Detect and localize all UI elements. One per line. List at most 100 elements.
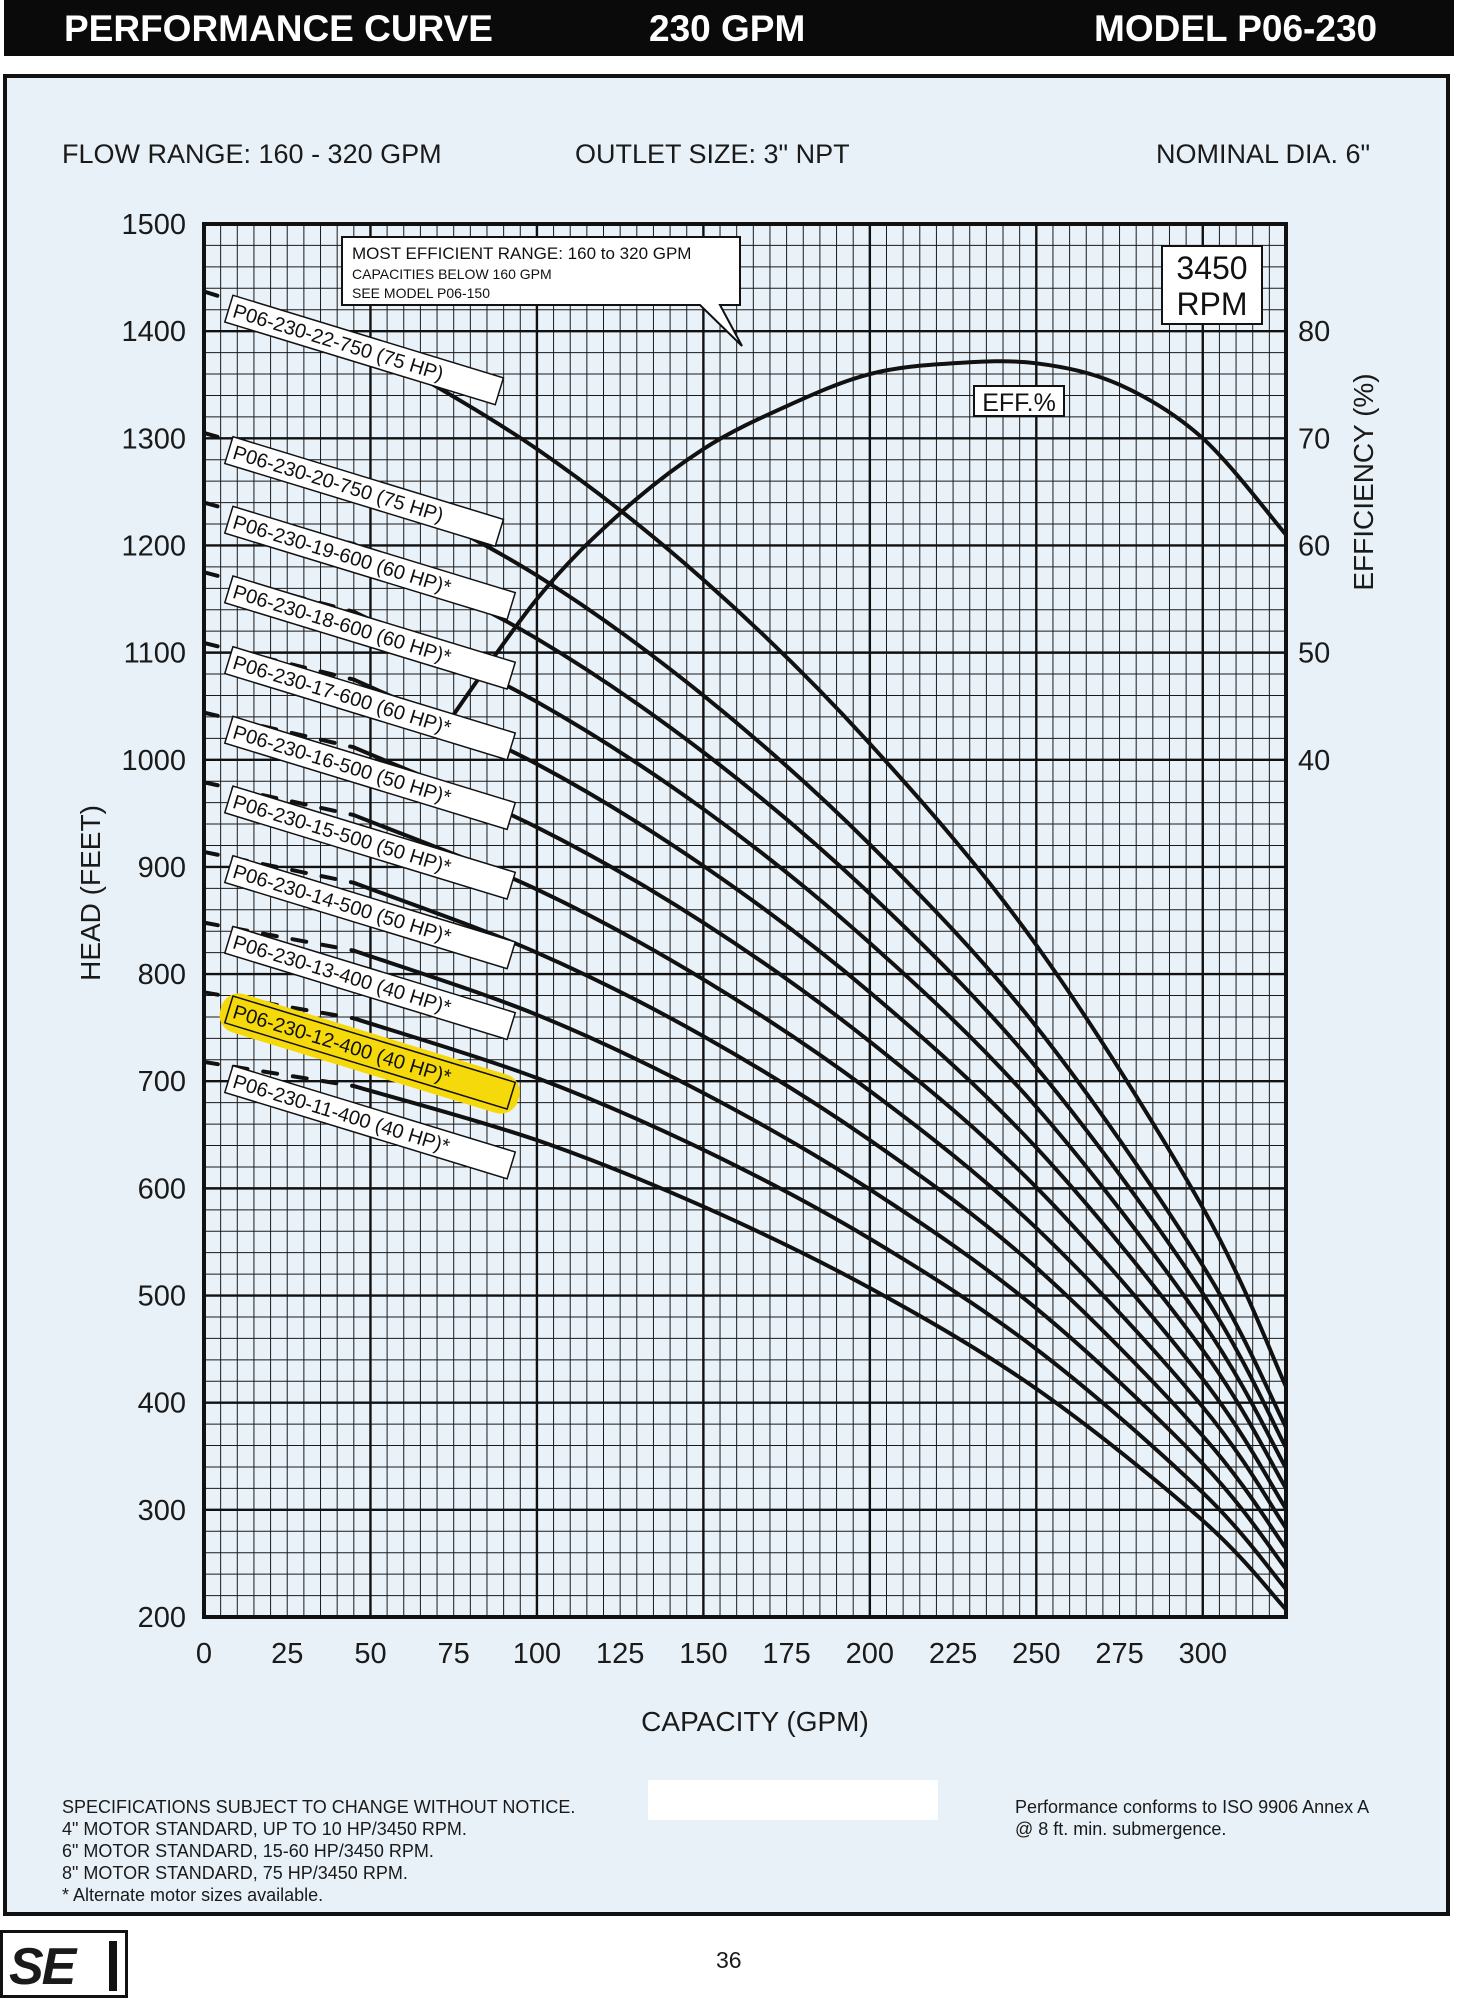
x-tick-label: 225 — [929, 1638, 977, 1670]
y-axis-label: HEAD (FEET) — [75, 805, 106, 981]
speed-box-frame — [1161, 245, 1263, 325]
header-flow: 230 GPM — [649, 8, 806, 49]
x-tick-label: 300 — [1179, 1638, 1227, 1670]
efficiency-label: EFF.% — [973, 385, 1065, 417]
series-label-box — [223, 435, 505, 548]
y-tick-label: 1300 — [121, 423, 186, 455]
y-tick-label: 1200 — [121, 530, 186, 562]
note-line: 8" MOTOR STANDARD, 75 HP/3450 RPM. — [62, 1863, 408, 1883]
note-line: @ 8 ft. min. submergence. — [1015, 1819, 1227, 1839]
y-tick-label: 600 — [138, 1173, 186, 1205]
note-line: Performance conforms to ISO 9906 Annex A — [1015, 1797, 1370, 1817]
series-line — [351, 745, 1288, 1511]
note-line: * Alternate motor sizes available. — [62, 1885, 324, 1905]
flow-range-spec: FLOW RANGE: 160 - 320 GPM — [62, 139, 442, 169]
note-line: SPECIFICATIONS SUBJECT TO CHANGE WITHOUT… — [62, 1797, 576, 1817]
series-line — [351, 542, 1288, 1450]
callout-box — [341, 236, 743, 347]
speed-unit: RPM — [1176, 286, 1247, 322]
footer-notes-right: Performance conforms to ISO 9906 Annex A… — [1015, 1796, 1369, 1840]
y2-axis-label: EFFICIENCY (%) — [1348, 373, 1379, 590]
note-line: 6" MOTOR STANDARD, 15-60 HP/3450 RPM. — [62, 1841, 434, 1861]
y2-tick-label: 70 — [1298, 423, 1330, 455]
page-number: 36 — [716, 1947, 742, 1973]
y2-tick-label: 40 — [1298, 745, 1330, 777]
x-tick-label: 100 — [513, 1638, 561, 1670]
y-tick-label: 900 — [138, 852, 186, 884]
efficiency-label-text: EFF.% — [982, 389, 1056, 417]
series-label-box — [223, 505, 517, 621]
series-label-box — [223, 575, 517, 691]
y-tick-label: 1500 — [121, 209, 186, 241]
series-line — [351, 1016, 1288, 1592]
speed-value: 3450 — [1176, 250, 1247, 286]
y-tick-label: 500 — [138, 1281, 186, 1313]
series-line — [351, 474, 1288, 1430]
y-tick-label: 200 — [138, 1602, 186, 1634]
callout-line: SEE MODEL P06-150 — [352, 285, 490, 301]
series-dashed-line — [202, 780, 356, 818]
series-line — [351, 677, 1288, 1491]
series-line — [351, 948, 1288, 1571]
y-tick-label: 300 — [138, 1495, 186, 1527]
y-tick-label: 800 — [138, 959, 186, 991]
head-curves — [202, 289, 1288, 1612]
company-logo: SE — [0, 1930, 128, 1998]
series-line — [351, 813, 1288, 1531]
blank-label-box — [648, 1780, 938, 1820]
series-dashed-line — [202, 1059, 356, 1089]
efficient-range-callout: MOST EFFICIENT RANGE: 160 to 320 GPM CAPA… — [341, 236, 743, 347]
series-dashed-line — [202, 710, 356, 750]
efficiency-line — [435, 359, 1288, 740]
x-tick-label: 125 — [596, 1638, 644, 1670]
page-header: PERFORMANCE CURVE 230 GPM MODEL P06-230 — [4, 0, 1454, 56]
y2-tick-label: 60 — [1298, 530, 1330, 562]
plot-frame — [202, 222, 1288, 1619]
callout-line: MOST EFFICIENT RANGE: 160 to 320 GPM — [352, 244, 691, 263]
series-line — [351, 336, 1288, 1389]
y-tick-label: 1000 — [121, 745, 186, 777]
series-line — [351, 1084, 1288, 1612]
y-tick-label: 400 — [138, 1388, 186, 1420]
logo-text: SE — [9, 1938, 76, 1996]
series-dashed-line — [202, 920, 356, 953]
performance-chart: 0 25 50 75 100 125 150 175 200 225 250 275 300 200 300… — [75, 209, 1379, 1737]
x-tick-label: 275 — [1095, 1638, 1143, 1670]
series-label-box — [223, 785, 517, 901]
logo-bar — [109, 1941, 117, 1991]
x-tick-label: 175 — [762, 1638, 810, 1670]
x-tick-label: 250 — [1012, 1638, 1060, 1670]
series-dashed-line — [202, 640, 356, 682]
x-tick-label: 25 — [271, 1638, 303, 1670]
efficiency-label-box — [973, 385, 1065, 417]
x-tick-label: 150 — [679, 1638, 727, 1670]
x-tick-label: 200 — [846, 1638, 894, 1670]
series-label-box — [223, 645, 517, 761]
series-line — [351, 609, 1288, 1471]
series-label-box — [223, 854, 517, 970]
series-line — [351, 880, 1288, 1551]
x-tick-label: 50 — [354, 1638, 386, 1670]
x-tick-label: 0 — [196, 1638, 212, 1670]
series-label-box — [223, 715, 517, 831]
y2-tick-label: 50 — [1298, 638, 1330, 670]
series-label-box — [223, 995, 517, 1111]
callout-line: CAPACITIES BELOW 160 GPM — [352, 266, 552, 282]
nominal-diameter-spec: NOMINAL DIA. 6" — [1156, 139, 1371, 169]
y-tick-label: 700 — [138, 1066, 186, 1098]
series-label-box — [223, 925, 517, 1041]
note-line: 4" MOTOR STANDARD, UP TO 10 HP/3450 RPM. — [62, 1819, 467, 1839]
outlet-size-spec: OUTLET SIZE: 3" NPT — [575, 139, 850, 169]
x-tick-label: 75 — [438, 1638, 470, 1670]
series-label-box — [223, 1064, 517, 1180]
header-model: MODEL P06-230 — [1094, 8, 1378, 49]
series-dashed-line — [202, 990, 356, 1021]
footer-notes-left: SPECIFICATIONS SUBJECT TO CHANGE WITHOUT… — [62, 1796, 575, 1906]
y-tick-label: 1400 — [121, 316, 186, 348]
series-dashed-line — [202, 849, 356, 885]
x-axis-label: CAPACITY (GPM) — [641, 1706, 869, 1737]
series-label-box — [223, 294, 505, 406]
header-title: PERFORMANCE CURVE — [64, 8, 493, 49]
y2-tick-label: 80 — [1298, 316, 1330, 348]
